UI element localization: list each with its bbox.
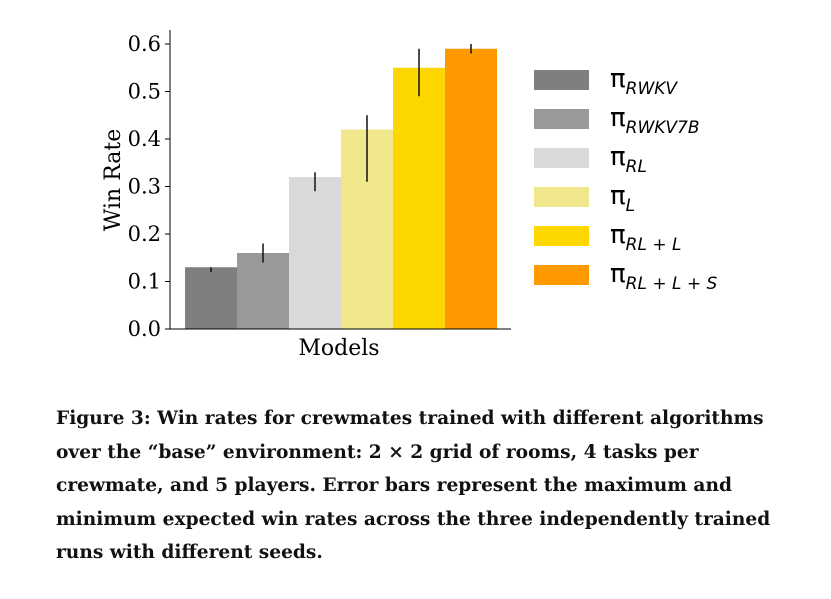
y-tick-label: 0.5 [128, 80, 161, 104]
legend-swatch-2 [534, 148, 589, 168]
y-axis-label: Win Rate [101, 129, 126, 231]
y-tick-label: 0.0 [128, 317, 161, 341]
legend-label-4: πRL + L [610, 220, 681, 255]
legend-label-3: πL [610, 181, 635, 216]
bars-group [185, 48, 497, 329]
bar-1 [237, 253, 289, 329]
legend-label-2: πRL [610, 142, 647, 177]
bar-2 [289, 177, 341, 329]
legend-swatch-4 [534, 226, 589, 246]
legend-label-5: πRL + L + S [610, 259, 718, 294]
legend: πRWKV πRWKV7B πRL πL πRL + L πRL + L + S [534, 64, 718, 294]
legend-swatch-1 [534, 109, 589, 129]
legend-swatch-5 [534, 265, 589, 285]
y-tick-label: 0.2 [128, 222, 161, 246]
y-tick-label: 0.6 [128, 32, 161, 56]
error-bars-group [210, 44, 472, 272]
legend-label-0: πRWKV [610, 64, 678, 99]
y-tick-label: 0.1 [128, 270, 161, 294]
legend-swatch-3 [534, 187, 589, 207]
figure-caption: Figure 3: Win rates for crewmates traine… [56, 408, 771, 563]
y-ticks-group: 0.0 0.1 0.2 0.3 0.4 0.5 0.6 [128, 32, 170, 341]
bar-4 [393, 67, 445, 329]
legend-swatch-0 [534, 70, 589, 90]
y-tick-label: 0.3 [128, 175, 161, 199]
y-tick-label: 0.4 [128, 127, 161, 151]
bar-5 [445, 48, 497, 329]
win-rate-bar-chart: 0.0 0.1 0.2 0.3 0.4 0.5 0.6 Models Win Rate πR… [101, 30, 718, 361]
bar-0 [185, 267, 237, 329]
legend-label-1: πRWKV7B [610, 103, 700, 138]
x-axis-label: Models [298, 336, 379, 361]
